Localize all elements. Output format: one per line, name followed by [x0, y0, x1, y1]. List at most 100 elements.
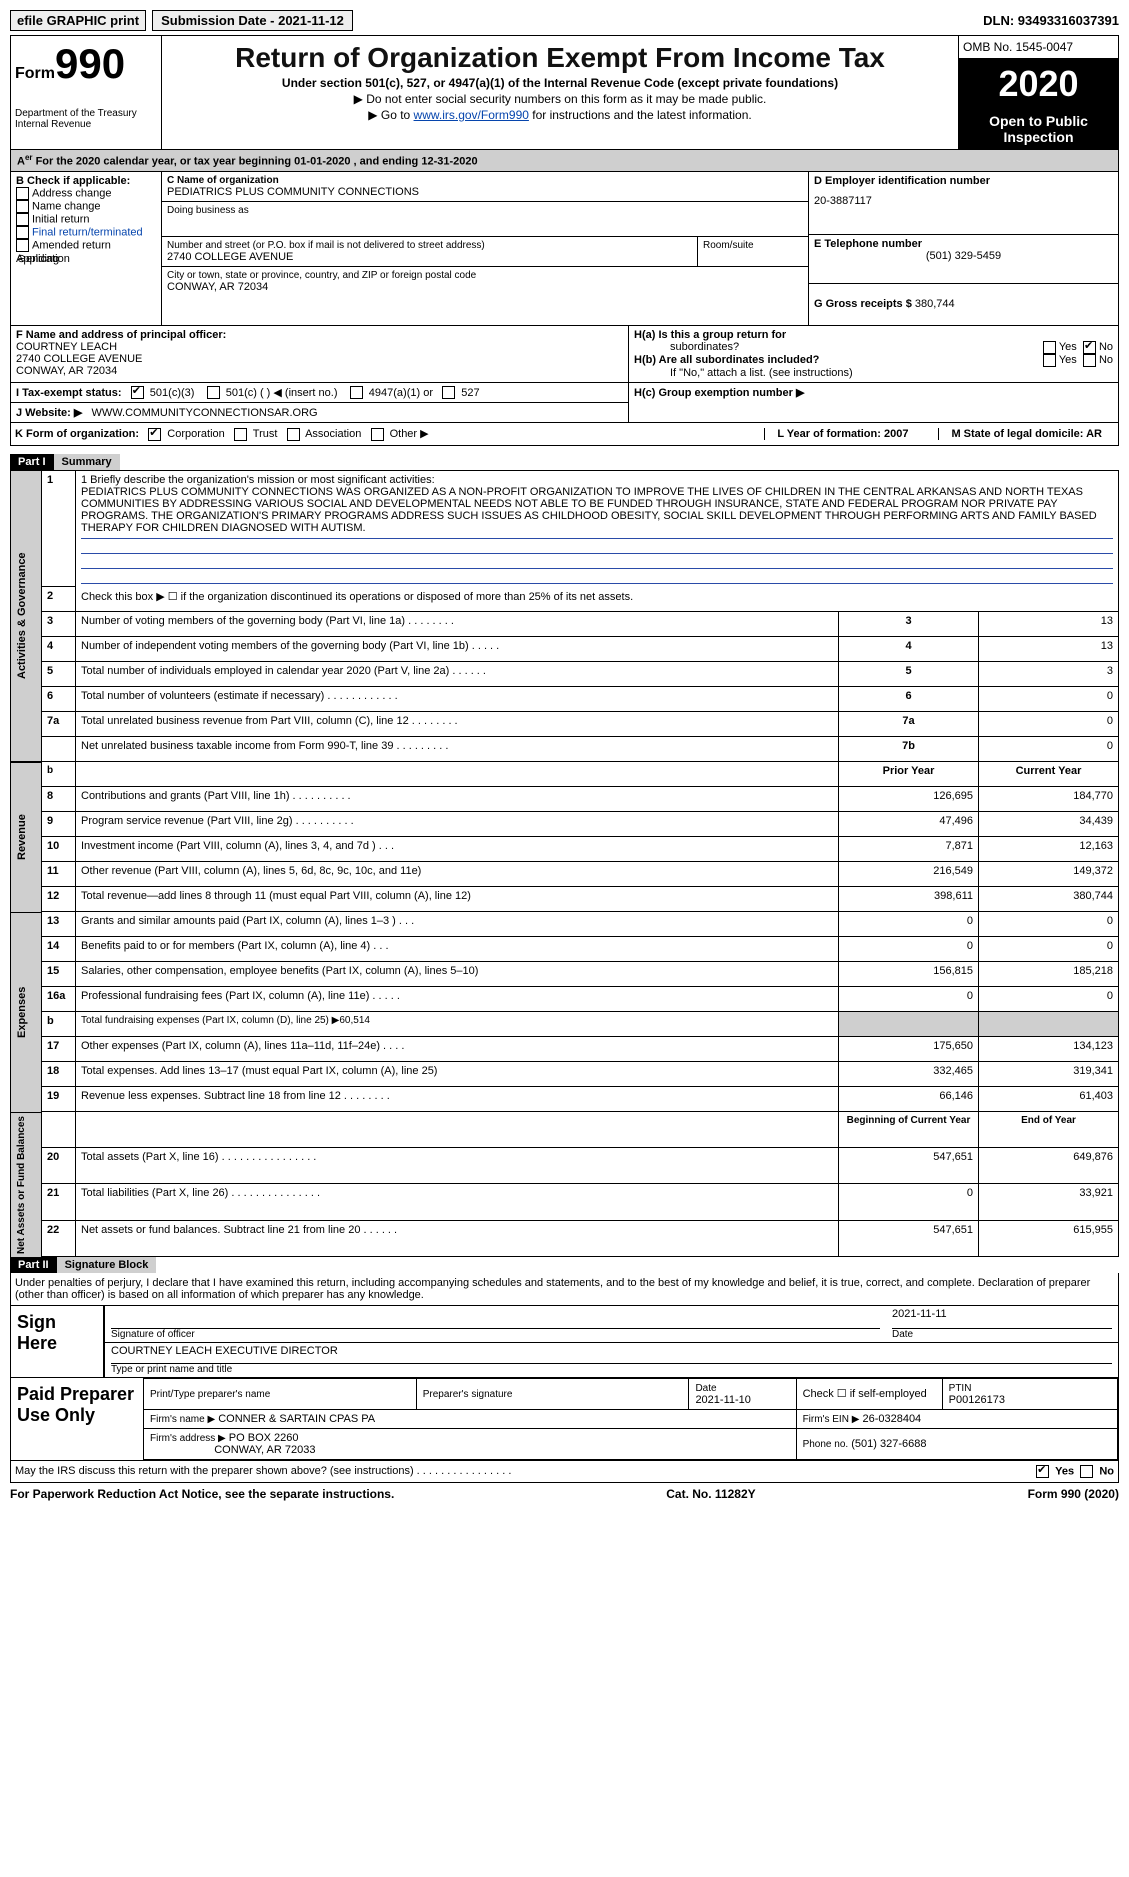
may-yes-check[interactable] [1036, 1465, 1049, 1478]
instruction-line-1: ▶ Do not enter social security numbers o… [168, 92, 952, 106]
line-11-prior: 216,549 [838, 862, 978, 887]
check-address-change[interactable]: Address change [16, 187, 156, 200]
paid-preparer-label: Paid Preparer Use Only [11, 1378, 143, 1460]
dept-treasury: Department of the Treasury [15, 108, 157, 119]
line-19-current: 61,403 [978, 1087, 1118, 1112]
check-corp[interactable] [148, 428, 161, 441]
line-10-desc: Investment income (Part VIII, column (A)… [75, 837, 838, 862]
box-g-label: G Gross receipts $ [814, 298, 912, 310]
pp-self-employed[interactable]: Check ☐ if self-employed [796, 1378, 942, 1409]
line-20-begin: 547,651 [838, 1148, 978, 1184]
irs-link[interactable]: www.irs.gov/Form990 [414, 108, 529, 122]
side-activities-governance: Activities & Governance [11, 470, 41, 762]
check-501c[interactable] [207, 386, 220, 399]
begin-year-head: Beginning of Current Year [838, 1112, 978, 1148]
omb-number: OMB No. 1545-0047 [959, 36, 1118, 59]
firm-addr-label: Firm's address ▶ [150, 1433, 226, 1444]
line-7a-desc: Total unrelated business revenue from Pa… [75, 712, 838, 737]
ptin-value: P00126173 [949, 1394, 1005, 1406]
line-8-prior: 126,695 [838, 787, 978, 812]
check-other[interactable] [371, 428, 384, 441]
check-trust[interactable] [234, 428, 247, 441]
line-5-val: 3 [978, 662, 1118, 687]
top-bar: efile GRAPHIC print Submission Date - 20… [10, 10, 1119, 31]
firm-name-label: Firm's name ▶ [150, 1414, 215, 1425]
ptin-label: PTIN [949, 1383, 972, 1394]
ha-yes-check[interactable] [1043, 341, 1056, 354]
line-11-current: 149,372 [978, 862, 1118, 887]
firm-ein-value: 26-0328404 [862, 1413, 921, 1425]
line-12-desc: Total revenue—add lines 8 through 11 (mu… [75, 887, 838, 912]
firm-ein-label: Firm's EIN ▶ [803, 1414, 860, 1425]
box-b-label: B Check if applicable: [16, 175, 156, 187]
line-20-end: 649,876 [978, 1148, 1118, 1184]
line-14-desc: Benefits paid to or for members (Part IX… [75, 937, 838, 962]
line-20-desc: Total assets (Part X, line 16) . . . . .… [75, 1148, 838, 1184]
line-5-desc: Total number of individuals employed in … [75, 662, 838, 687]
check-4947[interactable] [350, 386, 363, 399]
line-13-desc: Grants and similar amounts paid (Part IX… [75, 912, 838, 937]
activities-governance-table: Activities & Governance 1 1 Briefly desc… [10, 470, 1119, 762]
check-501c3[interactable] [131, 386, 144, 399]
hb-yes-check[interactable] [1043, 354, 1056, 367]
check-527[interactable] [442, 386, 455, 399]
box-f-label: F Name and address of principal officer: [16, 329, 226, 341]
check-assoc[interactable] [287, 428, 300, 441]
expenses-table: Expenses 13Grants and similar amounts pa… [10, 912, 1119, 1112]
line-17-current: 134,123 [978, 1037, 1118, 1062]
line-2-discontinued: Check this box ▶ ☐ if the organization d… [75, 587, 1118, 612]
line-22-begin: 547,651 [838, 1221, 978, 1257]
efile-button[interactable]: efile GRAPHIC print [10, 10, 146, 31]
street-address: 2740 COLLEGE AVENUE [167, 251, 692, 263]
line-8-current: 184,770 [978, 787, 1118, 812]
hb-no-check[interactable] [1083, 354, 1096, 367]
line-16a-current: 0 [978, 987, 1118, 1012]
type-name-label: Type or print name and title [111, 1363, 1112, 1375]
footer-left: For Paperwork Reduction Act Notice, see … [10, 1487, 394, 1501]
box-l: L Year of formation: 2007 [764, 428, 920, 440]
check-initial-return[interactable]: Initial return [16, 213, 156, 226]
form-header: Form990 Department of the Treasury Inter… [10, 35, 1119, 150]
sig-date-label: Date [892, 1329, 1112, 1340]
check-name-change[interactable]: Name change [16, 200, 156, 213]
box-d-label: D Employer identification number [814, 175, 1113, 187]
form-word: Form990 [15, 65, 125, 82]
form-title: Return of Organization Exempt From Incom… [166, 42, 954, 74]
line-11-desc: Other revenue (Part VIII, column (A), li… [75, 862, 838, 887]
form-subtitle: Under section 501(c), 527, or 4947(a)(1)… [166, 76, 954, 90]
line-7b-val: 0 [978, 737, 1118, 762]
side-revenue: Revenue [11, 762, 41, 912]
box-b: B Check if applicable: Address change Na… [11, 172, 161, 325]
check-amended-return[interactable]: Amended return [16, 239, 156, 252]
may-no-check[interactable] [1080, 1465, 1093, 1478]
line-5-key: 5 [838, 662, 978, 687]
officer-addr1: 2740 COLLEGE AVENUE [16, 353, 142, 365]
line-7a-val: 0 [978, 712, 1118, 737]
line-21-end: 33,921 [978, 1184, 1118, 1220]
sig-date-value: 2021-11-11 [892, 1308, 1112, 1329]
dba-label: Doing business as [167, 205, 803, 216]
footer-center: Cat. No. 11282Y [666, 1487, 755, 1501]
page-footer: For Paperwork Reduction Act Notice, see … [10, 1483, 1119, 1505]
line-17-prior: 175,650 [838, 1037, 978, 1062]
line-8-desc: Contributions and grants (Part VIII, lin… [75, 787, 838, 812]
line-10-prior: 7,871 [838, 837, 978, 862]
line-18-desc: Total expenses. Add lines 13–17 (must eq… [75, 1062, 838, 1087]
org-name: PEDIATRICS PLUS COMMUNITY CONNECTIONS [167, 186, 803, 198]
pp-date-label: Date [695, 1383, 716, 1394]
hb-note: If "No," attach a list. (see instruction… [634, 367, 1113, 379]
part2-title: Signature Block [57, 1257, 157, 1273]
instruction-line-2: ▶ Go to www.irs.gov/Form990 for instruct… [168, 108, 952, 122]
ha-no-check[interactable] [1083, 341, 1096, 354]
line-21-desc: Total liabilities (Part X, line 26) . . … [75, 1184, 838, 1220]
firm-addr2-value: CONWAY, AR 72033 [214, 1444, 315, 1456]
line-9-desc: Program service revenue (Part VIII, line… [75, 812, 838, 837]
side-net-assets: Net Assets or Fund Balances [11, 1112, 41, 1257]
part2-label: Part II [10, 1257, 57, 1273]
line-6-key: 6 [838, 687, 978, 712]
line-13-current: 0 [978, 912, 1118, 937]
line-4-key: 4 [838, 637, 978, 662]
sig-officer-label: Signature of officer [111, 1329, 880, 1340]
check-final-return[interactable]: Final return/terminated [16, 226, 156, 239]
may-discuss-label: May the IRS discuss this return with the… [15, 1465, 511, 1478]
